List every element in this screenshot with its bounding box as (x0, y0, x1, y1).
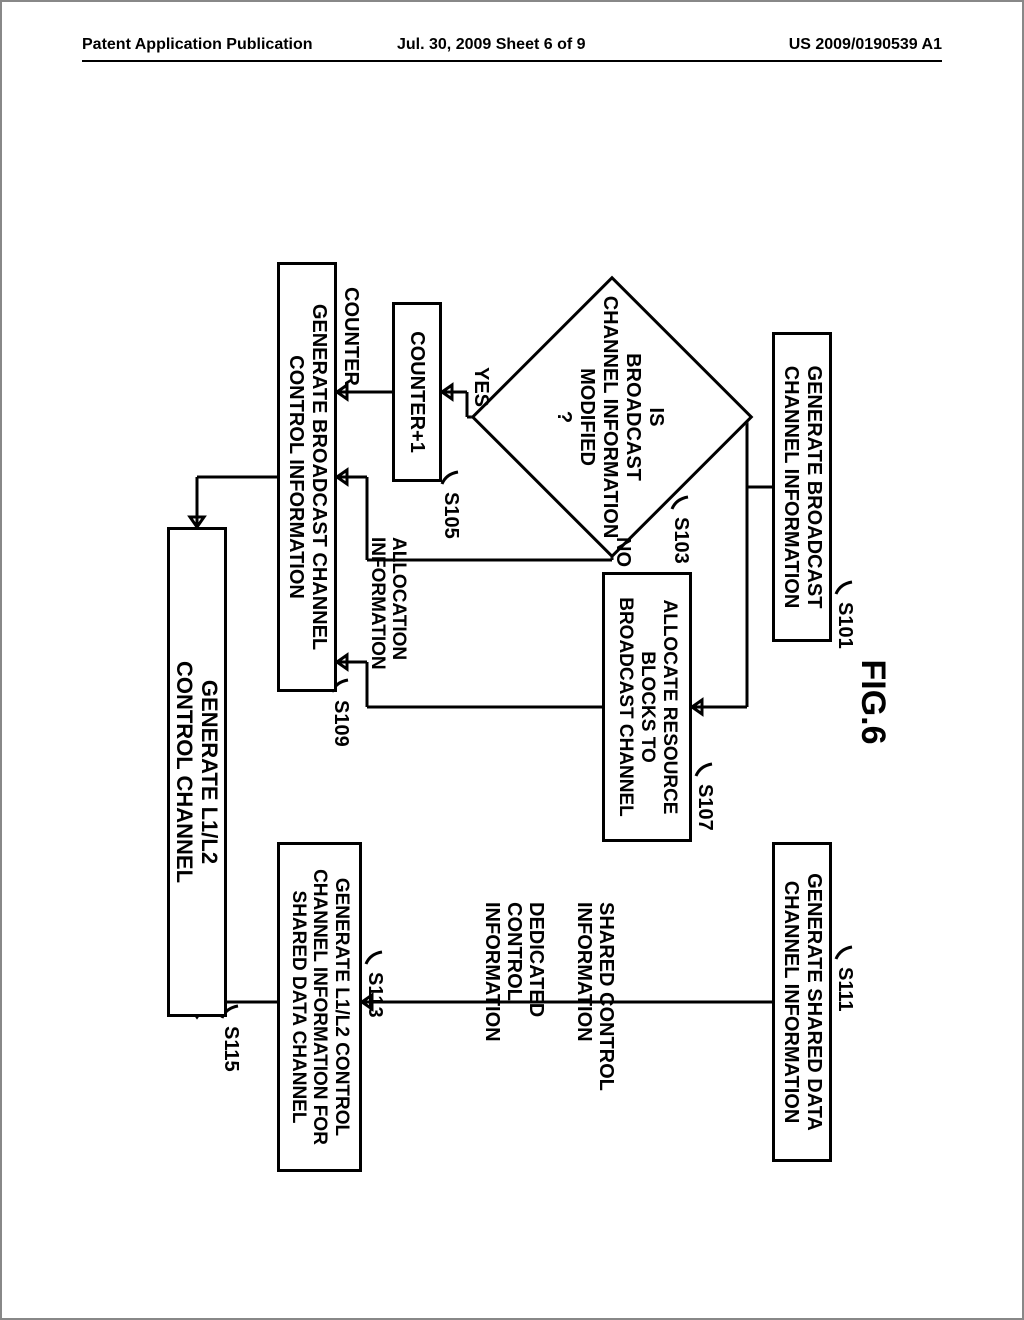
step-label-s103: S103 (669, 517, 692, 564)
header-right: US 2009/0190539 A1 (789, 36, 942, 54)
process-s113: GENERATE L1/L2 CONTROLCHANNEL INFORMATIO… (277, 842, 362, 1172)
process-s101: GENERATE BROADCASTCHANNEL INFORMATION (772, 332, 832, 642)
edge-label-counter: COUNTER (340, 287, 362, 386)
edge-label-dedi_ctl: DEDICATEDCONTROLINFORMATION (481, 902, 547, 1042)
figure-6: FIG.6 GENERATE BROADCASTCHANNEL INFORMAT… (0, 202, 892, 952)
process-s111: GENERATE SHARED DATACHANNEL INFORMATION (772, 842, 832, 1162)
process-s115: GENERATE L1/L2CONTROL CHANNEL (167, 527, 227, 1017)
step-label-s105: S105 (439, 492, 462, 539)
step-label-s101: S101 (833, 602, 856, 649)
edge-label-no: NO (612, 537, 634, 567)
step-label-s111: S111 (833, 967, 856, 1012)
header-mid: Jul. 30, 2009 Sheet 6 of 9 (397, 36, 586, 54)
header-left: Patent Application Publication (82, 36, 313, 54)
step-label-s109: S109 (329, 700, 352, 747)
edge-label-shared_ctl: SHARED CONTROLINFORMATION (573, 902, 617, 1091)
edge-label-yes: YES (470, 367, 492, 407)
step-label-s113: S113 (363, 972, 386, 1018)
step-label-s115: S115 (219, 1026, 242, 1072)
decision-text-s103: ISBROADCASTCHANNEL INFORMATIONMODIFIED? (552, 287, 667, 547)
process-s105: COUNTER+1 (392, 302, 442, 482)
process-s107: ALLOCATE RESOURCEBLOCKS TOBROADCAST CHAN… (602, 572, 692, 842)
edge-label-allocinfo: ALLOCATIONINFORMATION (366, 537, 408, 670)
figure-title: FIG.6 (853, 202, 892, 1202)
process-s109: GENERATE BROADCAST CHANNELCONTROL INFORM… (277, 262, 337, 692)
step-label-s107: S107 (693, 784, 716, 831)
